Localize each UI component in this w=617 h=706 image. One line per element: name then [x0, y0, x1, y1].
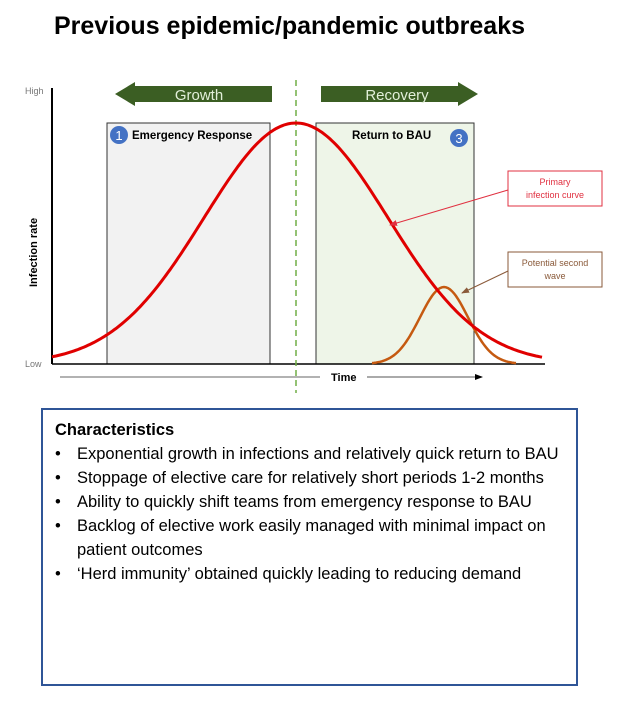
primary-callout-pointer	[389, 189, 509, 226]
second-callout-pointer	[461, 270, 509, 294]
characteristics-box: Characteristics Exponential growth in in…	[41, 408, 578, 686]
list-item: Backlog of elective work easily managed …	[55, 514, 564, 562]
second-callout-line2: wave	[543, 271, 565, 281]
phase3-box	[315, 122, 475, 365]
primary-callout-box	[507, 170, 603, 207]
recovery-arrow	[321, 82, 478, 106]
x-axis-label: Time	[331, 372, 356, 384]
phase1-label: Emergency Response	[132, 130, 252, 142]
outbreak-diagram: High Low Infection rate Time Growth Reco…	[25, 80, 603, 393]
y-axis-label: Infection rate	[28, 218, 40, 287]
list-item: Stoppage of elective care for relatively…	[55, 466, 564, 490]
list-item: ‘Herd immunity’ obtained quickly leading…	[55, 562, 564, 586]
second-wave-curve	[371, 285, 517, 365]
recovery-label: Recovery	[365, 87, 429, 104]
growth-arrow	[115, 82, 272, 106]
y-high-label: High	[25, 86, 44, 96]
primary-infection-curve	[51, 121, 543, 359]
y-low-label: Low	[25, 359, 42, 369]
page-title: Previous epidemic/pandemic outbreaks	[54, 12, 525, 40]
characteristics-list: Exponential growth in infections and rel…	[55, 442, 564, 586]
phase1-badge	[110, 126, 128, 144]
growth-label: Growth	[175, 87, 223, 104]
primary-callout-line1: Primary	[540, 177, 571, 187]
phase3-number: 3	[455, 131, 462, 146]
list-item: Exponential growth in infections and rel…	[55, 442, 564, 466]
primary-callout-line2: infection curve	[526, 190, 584, 200]
second-callout-box	[507, 251, 603, 288]
list-item: Ability to quickly shift teams from emer…	[55, 490, 564, 514]
second-callout-line1: Potential second	[522, 258, 589, 268]
phase3-badge	[450, 129, 468, 147]
phase3-label: Return to BAU	[352, 130, 431, 142]
characteristics-heading: Characteristics	[55, 421, 175, 439]
phase1-number: 1	[115, 128, 122, 143]
